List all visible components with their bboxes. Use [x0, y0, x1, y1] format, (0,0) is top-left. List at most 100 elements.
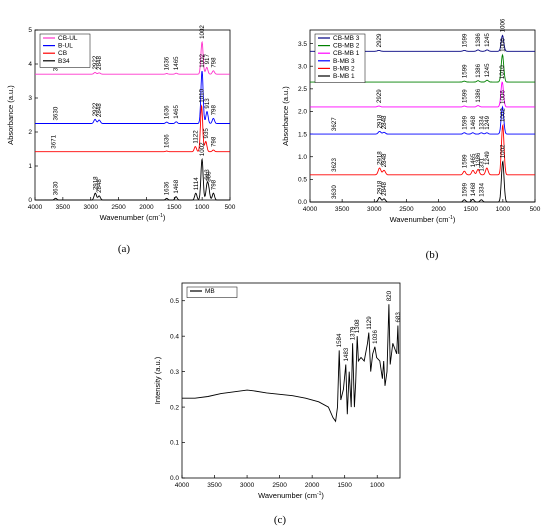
y-tick-label: 1: [28, 163, 32, 170]
peak-annotation: 2922: [92, 55, 99, 69]
y-tick-label: 2: [28, 129, 32, 136]
x-tick-label: 1000: [370, 482, 385, 489]
peak-annotation: 1334: [478, 115, 485, 129]
x-tick-label: 4000: [28, 204, 43, 211]
x-tick-label: 4000: [175, 482, 190, 489]
legend-entry: B-MB 2: [333, 65, 355, 72]
legend-entry: CB: [58, 50, 67, 57]
x-tick-label: 3500: [335, 206, 350, 213]
peak-annotation: 1114: [193, 177, 200, 190]
peak-annotation: 1334: [478, 182, 485, 196]
x-tick-label: 4000: [303, 206, 318, 213]
peak-annotation: 913: [204, 98, 211, 109]
peak-annotation: 3627: [331, 117, 338, 131]
peak-annotation: 3623: [331, 158, 338, 172]
y-tick-label: 5: [28, 27, 32, 34]
x-tick-label: 2000: [305, 482, 320, 489]
peak-annotation: 1465: [173, 104, 180, 118]
panel-caption-c: (c): [274, 514, 287, 526]
panel-caption-b: (b): [426, 249, 439, 261]
x-tick-label: 1500: [167, 204, 182, 211]
y-tick-label: 0.5: [298, 177, 307, 184]
y-tick-label: 0.4: [170, 333, 179, 340]
peak-annotation: 1249: [484, 115, 491, 129]
peak-annotation: 798: [210, 179, 217, 190]
y-tick-label: 4: [28, 61, 32, 68]
x-tick-label: 2500: [111, 204, 126, 211]
peak-annotation: 1636: [164, 105, 171, 119]
peak-annotation: 1599: [461, 33, 468, 47]
peak-annotation: 1584: [336, 333, 343, 347]
peak-annotation: 3671: [50, 134, 57, 148]
peak-annotation: 2848: [381, 181, 388, 195]
peak-annotation: 1245: [484, 33, 491, 47]
y-tick-label: 2.0: [298, 109, 307, 116]
peak-annotation: 1599: [461, 182, 468, 196]
peak-annotation: 1331: [479, 157, 486, 171]
x-tick-label: 2500: [272, 482, 287, 489]
peak-annotation: 1010: [199, 88, 206, 102]
y-tick-label: 0.1: [170, 440, 179, 447]
peak-annotation: 820: [386, 290, 393, 301]
peak-annotation: 1465: [470, 153, 477, 167]
peak-annotation: 1386: [475, 88, 482, 102]
series-line-cb-ul: [35, 40, 230, 75]
plot-frame-c: [181, 282, 401, 479]
peak-annotation: 935: [203, 128, 210, 139]
x-tick-label: 1000: [496, 206, 511, 213]
peak-annotation: 1636: [164, 134, 171, 148]
x-tick-label: 2000: [139, 204, 154, 211]
peak-annotation: 1386: [475, 63, 482, 77]
peak-annotation: 1483: [343, 347, 350, 361]
peak-annotation: 1006: [499, 18, 506, 32]
series-line-b-mb-3: [310, 105, 535, 135]
peak-annotation: 2929: [376, 33, 383, 47]
x-tick-label: 1500: [463, 206, 478, 213]
peak-annotation: 2848: [381, 153, 388, 167]
panel-caption-a: (a): [118, 243, 131, 255]
peak-annotation: 2918: [377, 151, 384, 165]
peak-annotation: 683: [395, 312, 402, 323]
peak-annotation: 1636: [164, 56, 171, 70]
y-tick-label: 1.5: [298, 131, 307, 138]
peak-annotation: 917: [204, 54, 211, 65]
y-tick-label: 0: [28, 197, 32, 204]
x-axis-label: Wavenumber (cm-1): [390, 215, 456, 224]
series-line-b-mb-2: [310, 123, 535, 176]
legend-entry: MB: [205, 288, 215, 295]
legend-entry: CB-MB 3: [333, 35, 360, 42]
y-axis-label: Absorbance (a.u.): [6, 85, 15, 145]
peak-annotation: 2918: [92, 176, 99, 190]
legend-entry: B-UL: [58, 43, 73, 50]
x-tick-label: 1000: [195, 204, 210, 211]
x-axis-label: Wavenumber (cm-1): [258, 491, 324, 500]
peak-annotation: 1036: [372, 329, 379, 343]
peak-annotation: 1386: [475, 33, 482, 47]
peak-annotation: 3630: [53, 181, 60, 195]
x-axis-label: Wavenumber (cm-1): [100, 213, 166, 222]
legend-entry: B-MB 1: [333, 73, 355, 80]
legend-box: [186, 286, 238, 298]
peak-annotation: 1599: [461, 154, 468, 168]
peak-annotation: 913: [204, 169, 211, 180]
x-tick-label: 2500: [399, 206, 414, 213]
peak-annotation: 2918: [377, 180, 384, 194]
peak-annotation: 2848: [96, 56, 103, 70]
peak-annotation: 1245: [484, 63, 491, 77]
peak-annotation: 1006: [499, 90, 506, 104]
y-tick-label: 2.5: [298, 86, 307, 93]
peak-annotation: 1129: [366, 316, 373, 330]
peak-annotation: 1002: [199, 142, 206, 156]
y-tick-label: 1.0: [298, 154, 307, 161]
series-line-b-mb-1: [310, 160, 535, 203]
y-tick-label: 0.0: [298, 199, 307, 206]
peak-annotation: 1002: [500, 108, 507, 122]
series-line-b-ul: [35, 70, 230, 124]
peak-annotation: 1249: [484, 151, 491, 165]
peak-annotation: 1006: [499, 38, 506, 52]
x-tick-label: 1500: [337, 482, 352, 489]
peak-annotation: 1468: [470, 115, 477, 129]
x-tick-label: 3000: [240, 482, 255, 489]
peak-annotation: 798: [210, 57, 217, 68]
